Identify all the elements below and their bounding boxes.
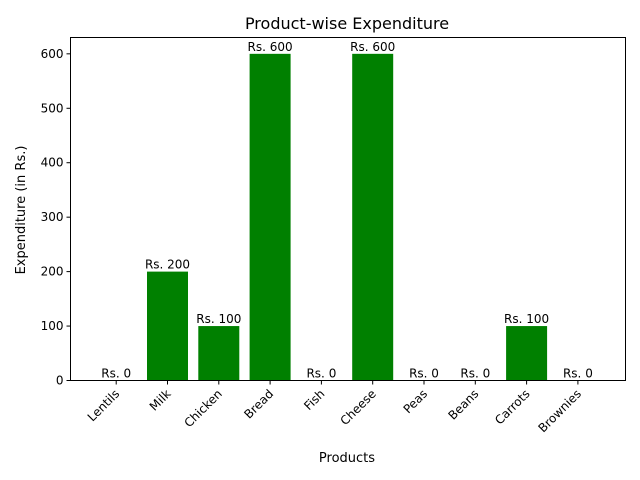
data-label-bread: Rs. 600: [248, 40, 293, 54]
chart-title: Product-wise Expenditure: [245, 14, 449, 33]
x-tick-label-brownies: Brownies: [535, 387, 584, 436]
y-tick-label: 100: [41, 319, 64, 333]
x-tick-label-milk: Milk: [147, 387, 174, 414]
bar-chicken: [198, 326, 240, 381]
x-tick-label-bread: Bread: [241, 387, 276, 422]
bars-layer: [147, 53, 548, 381]
plot-frame: [70, 37, 626, 381]
data-label-milk: Rs. 200: [145, 258, 190, 272]
x-tick-label-carrots: Carrots: [492, 387, 533, 428]
y-tick-label: 300: [41, 210, 64, 224]
data-label-lentils: Rs. 0: [101, 367, 131, 381]
y-tick-label: 200: [41, 265, 64, 279]
data-label-peas: Rs. 0: [409, 367, 439, 381]
data-label-brownies: Rs. 0: [563, 367, 593, 381]
data-label-beans: Rs. 0: [460, 367, 490, 381]
x-tick-label-peas: Peas: [401, 387, 431, 417]
y-ticks-layer: 0 100 200 300 400 500 600: [41, 47, 71, 388]
y-tick-label: 600: [41, 47, 64, 61]
data-label-carrots: Rs. 100: [504, 312, 549, 326]
data-label-chicken: Rs. 100: [196, 312, 241, 326]
y-axis-label: Expenditure (in Rs.): [14, 146, 29, 275]
y-tick-label: 400: [41, 156, 64, 170]
x-tick-label-chicken: Chicken: [181, 387, 224, 430]
y-tick-label: 0: [56, 374, 64, 388]
x-axis-label: Products: [319, 451, 375, 466]
x-tick-label-beans: Beans: [445, 387, 481, 423]
bar-carrots: [506, 326, 548, 381]
bar-bread: [249, 53, 291, 381]
data-label-cheese: Rs. 600: [350, 40, 395, 54]
data-label-fish: Rs. 0: [306, 367, 336, 381]
data-labels-layer: Rs. 0 Rs. 200 Rs. 100 Rs. 600 Rs. 0 Rs. 600 Rs…: [101, 40, 593, 381]
x-tick-label-fish: Fish: [301, 387, 327, 413]
bar-cheese: [352, 53, 394, 381]
y-tick-label: 500: [41, 101, 64, 115]
bar-milk: [147, 271, 188, 381]
x-tick-label-cheese: Cheese: [338, 387, 379, 428]
x-tick-label-lentils: Lentils: [85, 387, 123, 425]
x-ticks-layer: Lentils Milk Chicken Bread Fish Cheese Peas Bea…: [85, 380, 584, 436]
